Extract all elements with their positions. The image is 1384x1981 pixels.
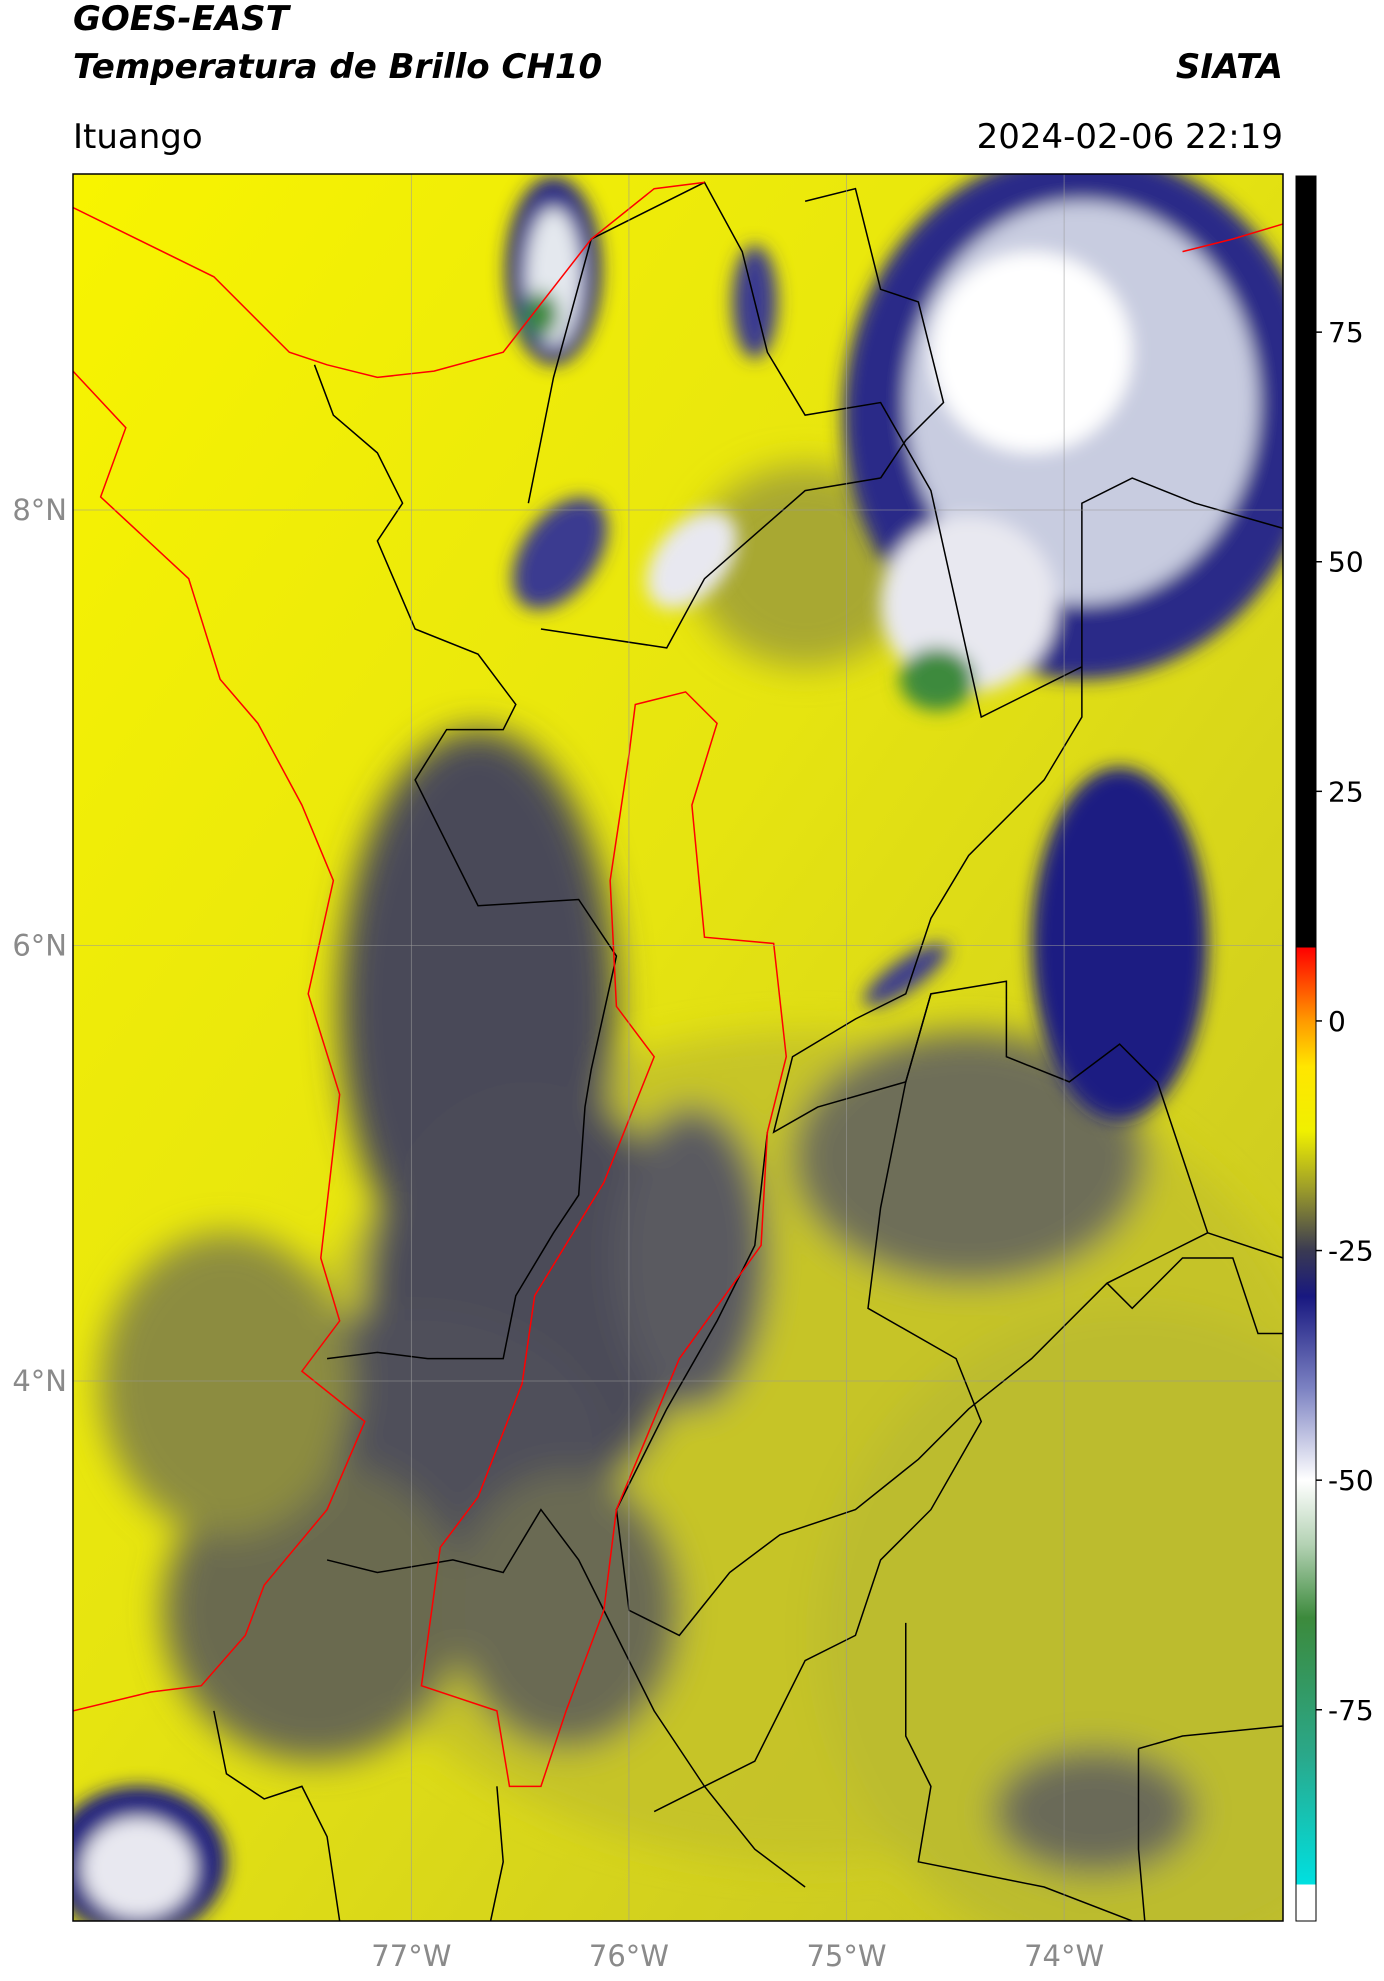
borders: [73, 181, 1283, 1921]
subtitle: Temperatura de Brillo CH10: [73, 47, 602, 87]
colorbar-tick-label: 0: [1328, 1005, 1346, 1038]
colorbar-tick-label: -50: [1328, 1464, 1374, 1497]
title: GOES-EAST: [73, 0, 292, 39]
colorbar-tick-label: 50: [1328, 546, 1364, 579]
x-tick-label: 74°W: [1024, 1939, 1104, 1973]
x-tick-label: 77°W: [371, 1939, 451, 1973]
datetime: 2024-02-06 22:19: [977, 117, 1283, 157]
colorbar-tick-label: -75: [1328, 1694, 1374, 1727]
source: SIATA: [1176, 47, 1283, 87]
x-tick-label: 76°W: [589, 1939, 669, 1973]
location: Ituango: [73, 117, 203, 157]
y-tick-label: 4°N: [12, 1364, 67, 1398]
colorbar-tick-label: 75: [1328, 316, 1364, 349]
grid: [73, 174, 1283, 1921]
colorbar: [1295, 175, 1317, 1922]
y-tick-label: 8°N: [12, 493, 67, 527]
y-tick-label: 6°N: [12, 928, 67, 962]
map-frame: [72, 173, 1284, 1922]
x-tick-label: 75°W: [806, 1939, 886, 1973]
colorbar-tick-label: 25: [1328, 775, 1364, 808]
colorbar-tick-label: -25: [1328, 1235, 1374, 1268]
map: [73, 174, 1283, 1921]
imagery: [73, 174, 1283, 1921]
